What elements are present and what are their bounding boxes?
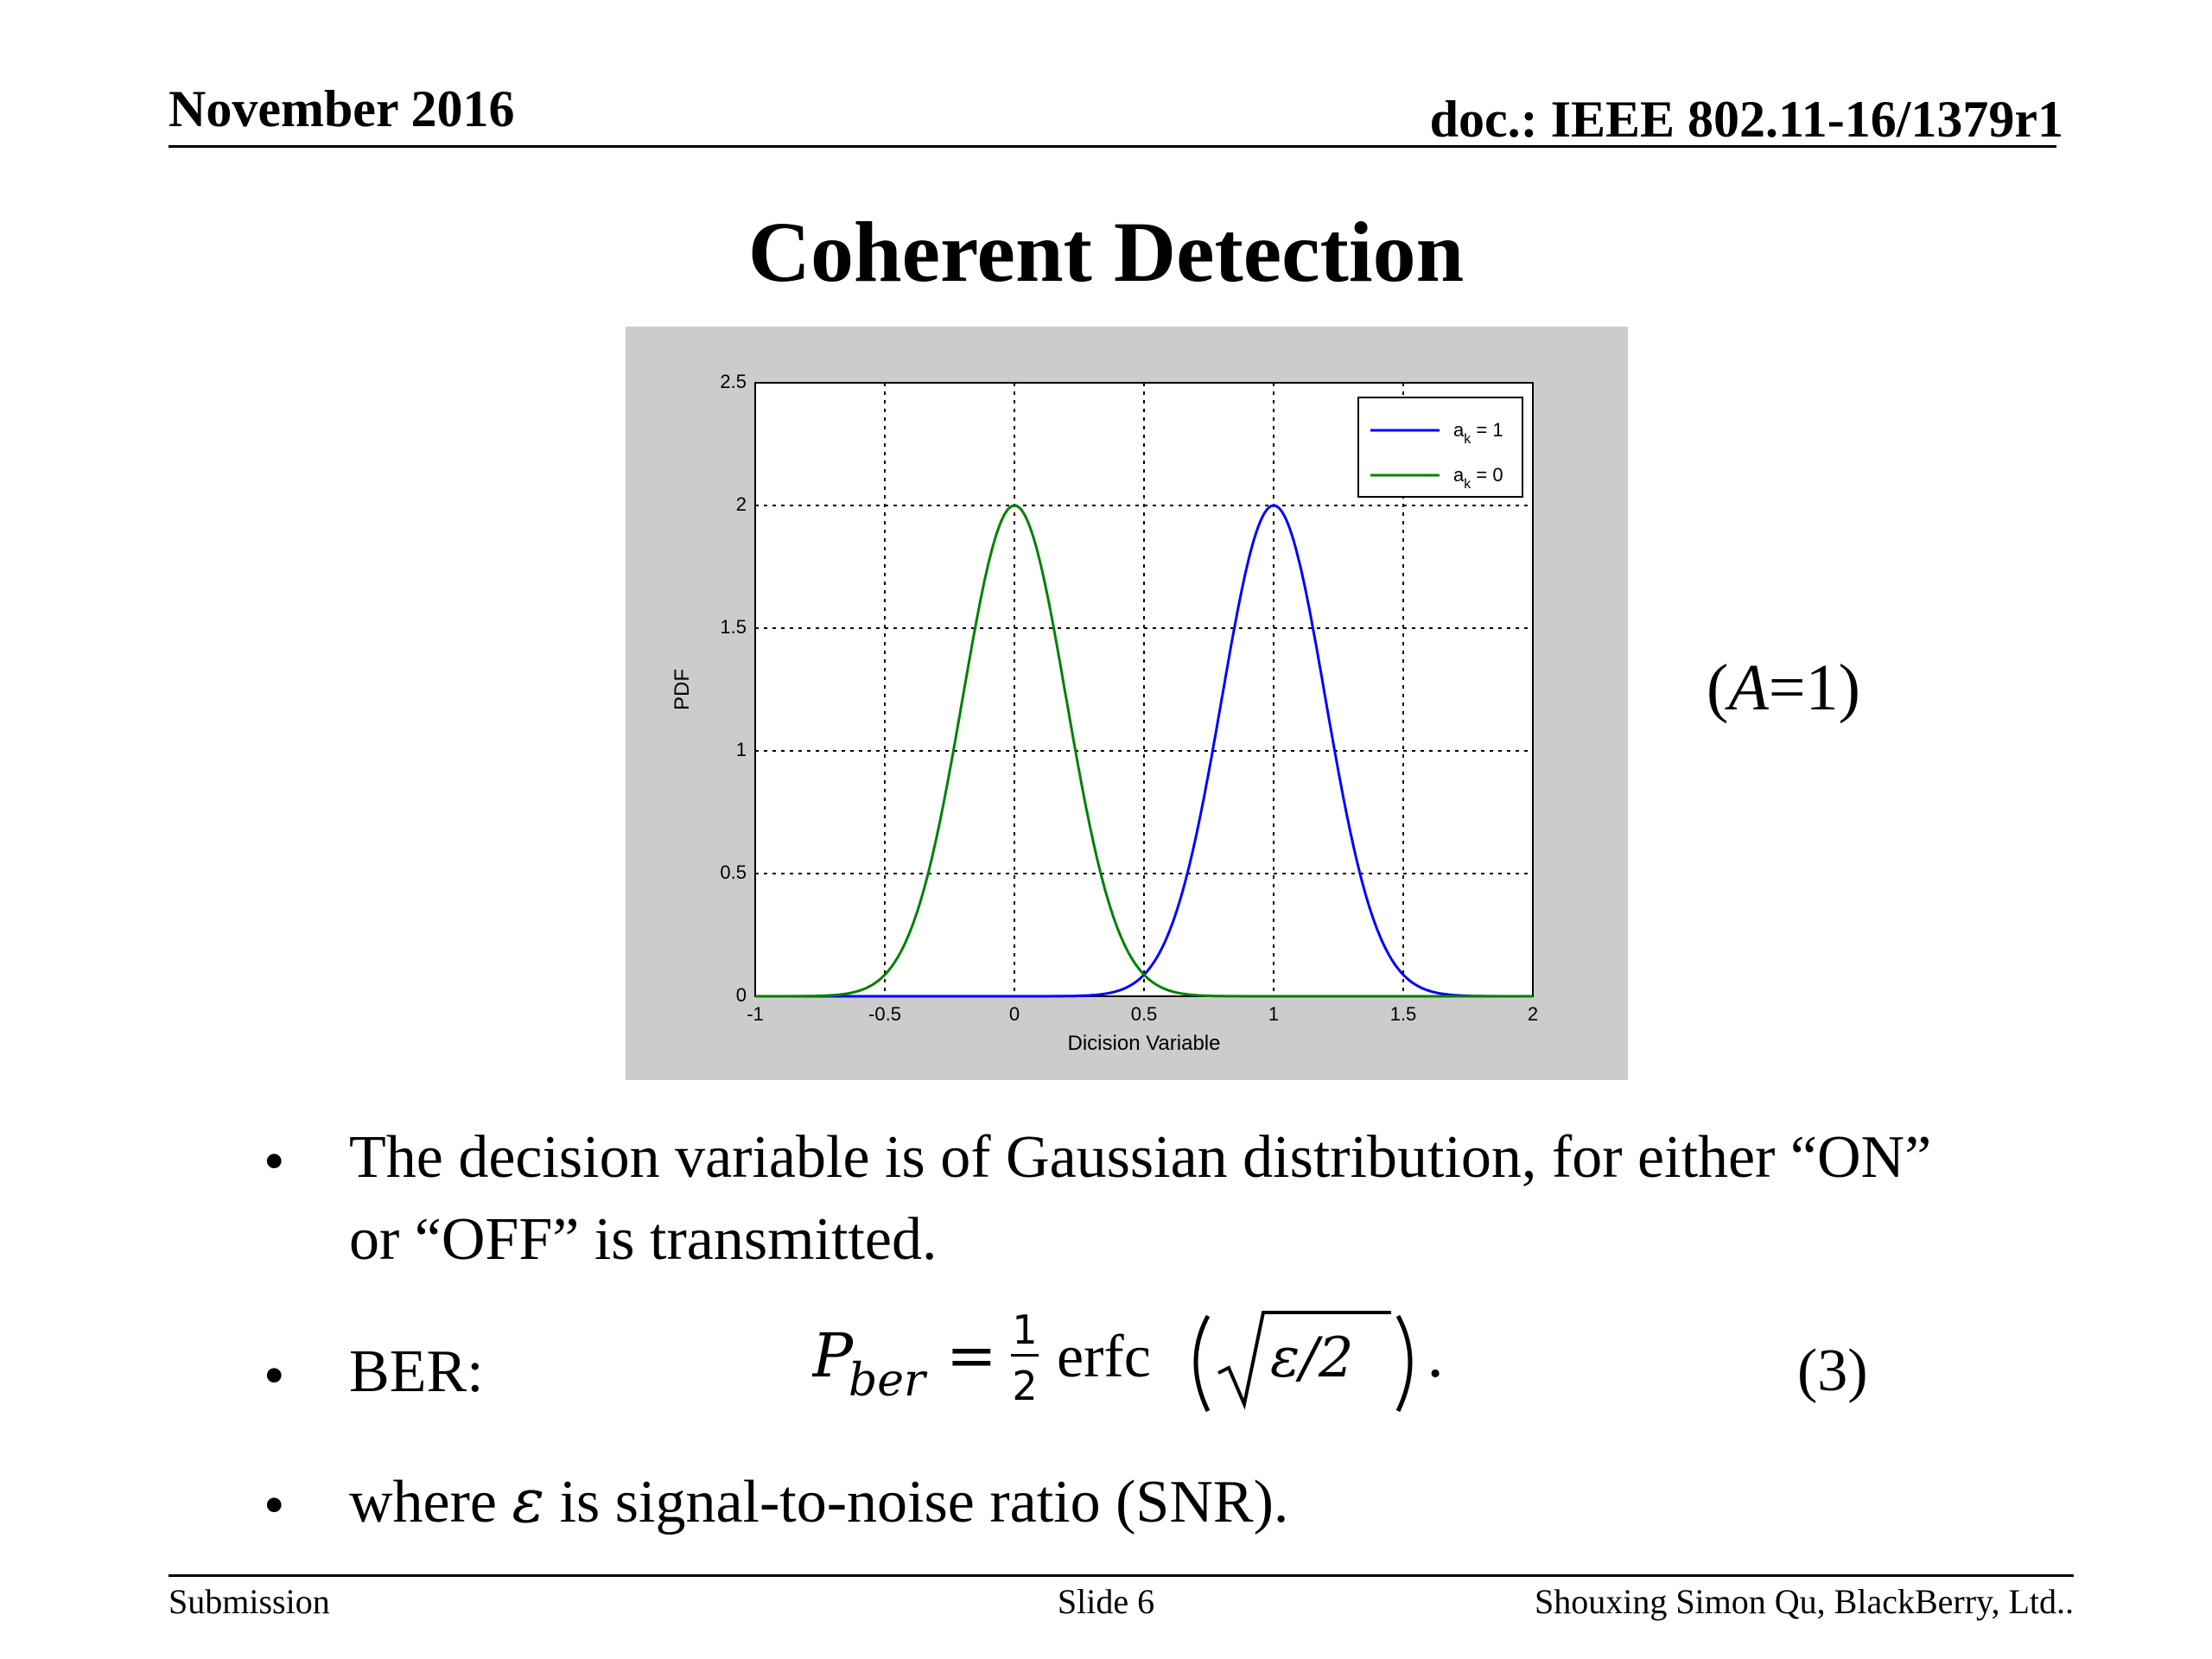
y-tick-label: 2 [736, 493, 747, 515]
formula-frac-den: 2 [1012, 1363, 1037, 1409]
formula-lhs-var: P [812, 1320, 855, 1391]
plot-frame [754, 382, 1534, 997]
y-tick-label: 0 [736, 984, 747, 1006]
y-axis-label: PDF [671, 669, 694, 710]
formula-lhs-sub: ber [849, 1355, 928, 1407]
slide-title: Coherent Detection [747, 204, 1465, 300]
x-tick-label: 1.5 [1390, 1003, 1417, 1025]
formula-sqrt [1217, 1311, 1391, 1410]
bullet-marker: • [264, 1343, 285, 1409]
y-tick-label: 1.5 [720, 616, 747, 638]
bullet-gaussian-text: The decision variable is of Gaussian dis… [349, 1124, 1932, 1273]
bullet-snr-text: where ε is signal-to-noise ratio (SNR). [349, 1460, 1288, 1543]
bullet-marker: • [264, 1128, 285, 1195]
footer-submission: Submission [168, 1582, 330, 1621]
footer-slide-number: Slide 6 [1057, 1582, 1155, 1621]
formula-arg: ε/2 [1270, 1326, 1354, 1390]
y-tick-label: 1 [736, 739, 747, 760]
bullet-marker: • [264, 1472, 285, 1539]
pdf-chart: -1 -0.5 0 0.5 1 1.5 2 0 0.5 1 1.5 2 2.5 Dicision Vari… [671, 371, 1538, 1055]
amplitude-note-open: ( [1707, 652, 1729, 724]
formula-frac-num: 1 [1012, 1306, 1037, 1353]
x-tick-label: 0 [1009, 1003, 1020, 1025]
formula-paren-right [1395, 1314, 1413, 1413]
amplitude-note: (A=1) [1707, 655, 1860, 721]
formula-func: erfc [1057, 1324, 1151, 1390]
bullet-snr-pre: where [349, 1469, 512, 1535]
formula-end: . [1426, 1320, 1445, 1391]
x-axis-label: Dicision Variable [1068, 1032, 1221, 1055]
bullet-ber-label: BER: [349, 1338, 484, 1405]
ber-formula: P ber = 1 2 erfc ε/2 . [810, 1300, 1486, 1447]
amplitude-note-var: A [1728, 652, 1769, 724]
x-tick-label: 1 [1268, 1003, 1279, 1025]
bullet-snr-post: is signal-to-noise ratio (SNR). [544, 1469, 1289, 1535]
footer-divider [168, 1574, 2074, 1577]
series-line-1 [755, 504, 1533, 998]
y-tick-label: 2.5 [720, 371, 747, 392]
header-date: November 2016 [168, 80, 515, 137]
formula-frac-bar [1011, 1354, 1039, 1357]
equation-number: (3) [1797, 1338, 1868, 1404]
footer-author: Shouxing Simon Qu, BlackBerry, Ltd.. [1534, 1582, 2074, 1621]
pdf-chart-figure: -1 -0.5 0 0.5 1 1.5 2 0 0.5 1 1.5 2 2.5 Dicision Vari… [626, 327, 1628, 1080]
x-tick-label: 2 [1528, 1003, 1538, 1025]
legend-entry-1: ak = 0 [1453, 464, 1503, 492]
ber-formula-svg: P ber = 1 2 erfc ε/2 . [810, 1306, 1445, 1413]
formula-paren-left [1193, 1314, 1211, 1413]
header-divider [168, 145, 2056, 148]
legend-entry-0: ak = 1 [1453, 419, 1503, 447]
header-doc-id: doc.: IEEE 802.11-16/1379r1 [1429, 91, 2063, 148]
y-tick-label: 0.5 [720, 861, 747, 883]
bullet-snr-var: ε [512, 1465, 545, 1536]
amplitude-note-rest: =1) [1768, 652, 1860, 724]
x-tick-label: 0.5 [1131, 1003, 1158, 1025]
x-tick-label: -1 [747, 1003, 764, 1025]
x-tick-label: -0.5 [868, 1003, 901, 1025]
formula-equals: = [946, 1320, 997, 1391]
legend-box [1357, 397, 1523, 498]
